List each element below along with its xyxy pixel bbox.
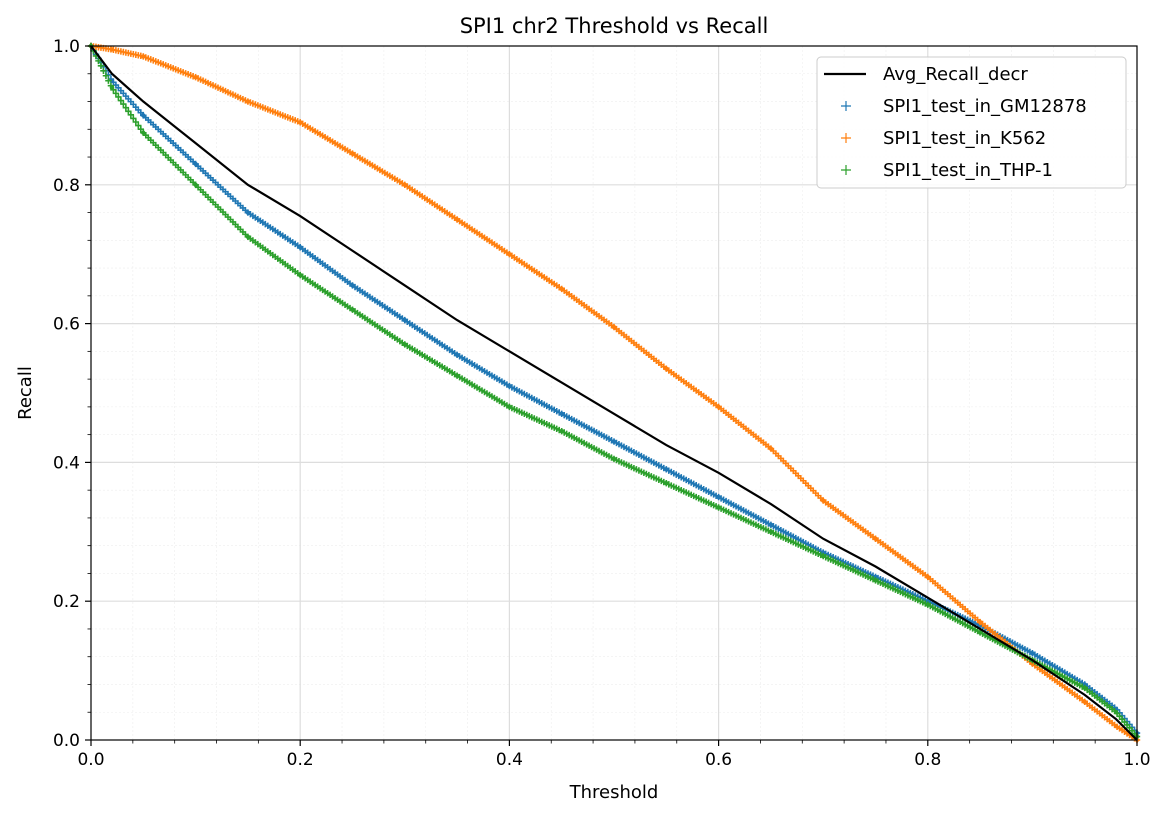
y-tick-label: 0.2 bbox=[53, 592, 80, 612]
data-point bbox=[109, 47, 115, 52]
data-point bbox=[109, 78, 115, 83]
data-point bbox=[559, 286, 564, 292]
x-tick-label: 0.2 bbox=[287, 750, 314, 770]
data-point bbox=[141, 130, 146, 135]
data-point bbox=[193, 161, 198, 167]
data-point bbox=[925, 574, 930, 580]
data-point bbox=[1082, 682, 1087, 687]
series-line bbox=[90, 45, 1138, 741]
data-point bbox=[611, 324, 617, 330]
data-point bbox=[768, 522, 774, 528]
x-tick-label: 0.4 bbox=[496, 750, 523, 770]
legend-marker-swatch bbox=[841, 165, 851, 175]
data-point bbox=[350, 151, 355, 156]
y-tick-label: 0.6 bbox=[53, 315, 80, 335]
data-point bbox=[141, 113, 146, 118]
data-point bbox=[245, 234, 251, 240]
data-point bbox=[716, 494, 721, 500]
data-point bbox=[716, 404, 721, 410]
data-point bbox=[821, 498, 826, 503]
data-point bbox=[245, 99, 251, 104]
data-point bbox=[245, 210, 251, 215]
x-tick-label: 0.6 bbox=[705, 750, 732, 770]
data-point bbox=[977, 630, 983, 635]
plot-frame bbox=[90, 45, 1138, 741]
data-point bbox=[559, 411, 564, 417]
legend-marker-swatch bbox=[841, 133, 851, 143]
data-point bbox=[193, 182, 198, 187]
data-point bbox=[873, 536, 878, 541]
data-point bbox=[454, 373, 460, 378]
data-point bbox=[1082, 685, 1087, 691]
data-point bbox=[821, 550, 826, 555]
data-point bbox=[298, 272, 303, 278]
data-point bbox=[402, 342, 407, 347]
data-point bbox=[1113, 723, 1119, 729]
data-point bbox=[664, 467, 669, 472]
data-point bbox=[821, 553, 826, 559]
data-point bbox=[559, 428, 564, 434]
legend-entry: SPI1_test_in_K562 bbox=[841, 128, 1046, 149]
legend-entry: SPI1_test_in_THP-1 bbox=[841, 160, 1053, 181]
chart-title: SPI1 chr2 Threshold vs Recall bbox=[460, 14, 769, 38]
y-axis-label: Recall bbox=[15, 366, 36, 420]
data-point bbox=[109, 85, 115, 90]
data-point bbox=[1030, 661, 1035, 666]
data-point bbox=[350, 283, 355, 288]
x-tick-label: 0.8 bbox=[914, 750, 941, 770]
legend: Avg_Recall_decr SPI1_test_in_GM12878 SPI1_… bbox=[816, 56, 1127, 189]
legend-marker-swatch bbox=[841, 101, 851, 111]
data-point bbox=[1030, 651, 1035, 656]
legend-label: SPI1_test_in_GM12878 bbox=[883, 96, 1087, 117]
data-point bbox=[507, 404, 512, 410]
y-tick-label: 1.0 bbox=[53, 37, 80, 57]
data-point bbox=[664, 366, 669, 371]
legend-label: SPI1_test_in_K562 bbox=[883, 128, 1046, 149]
x-tick-label: 0.0 bbox=[77, 750, 104, 770]
data-point bbox=[611, 439, 617, 444]
data-point bbox=[298, 120, 303, 125]
data-point bbox=[1113, 710, 1119, 715]
major-grid bbox=[91, 46, 1137, 740]
data-point bbox=[402, 182, 407, 187]
data-point bbox=[507, 252, 512, 257]
data-point bbox=[873, 578, 878, 583]
y-axis-ticks: 0.0 0.2 0.4 0.6 0.8 1.0 bbox=[53, 37, 91, 751]
legend-entry: SPI1_test_in_GM12878 bbox=[841, 96, 1087, 117]
data-point bbox=[977, 619, 983, 625]
data-point bbox=[507, 383, 512, 389]
data-point bbox=[611, 456, 617, 462]
x-axis-label: Threshold bbox=[569, 782, 659, 803]
legend-label: SPI1_test_in_THP-1 bbox=[883, 160, 1053, 181]
data-point bbox=[454, 352, 460, 358]
y-tick-label: 0.4 bbox=[53, 453, 80, 473]
y-tick-label: 0.0 bbox=[53, 731, 80, 751]
data-point bbox=[141, 54, 146, 59]
data-point bbox=[193, 75, 198, 80]
data-point bbox=[768, 446, 774, 451]
data-point bbox=[664, 481, 669, 486]
data-point bbox=[1082, 699, 1087, 705]
data-point bbox=[873, 574, 878, 580]
y-tick-label: 0.8 bbox=[53, 176, 80, 196]
series-SPI1_test_in_THP-1 bbox=[87, 42, 1141, 740]
data-point bbox=[925, 599, 930, 604]
data-point bbox=[350, 307, 355, 312]
data-point bbox=[716, 505, 721, 510]
legend-label: Avg_Recall_decr bbox=[883, 64, 1028, 85]
series-Avg_Recall_decr bbox=[90, 45, 1138, 741]
x-tick-label: 1.0 bbox=[1123, 750, 1150, 770]
data-point bbox=[454, 217, 460, 222]
data-point bbox=[298, 245, 303, 250]
legend-box bbox=[816, 56, 1127, 189]
data-point bbox=[768, 529, 774, 534]
data-point bbox=[402, 317, 407, 323]
legend-entry: Avg_Recall_decr bbox=[824, 64, 1028, 85]
data-point bbox=[925, 602, 930, 607]
x-axis-ticks: 0.0 0.2 0.4 0.6 0.8 1.0 bbox=[77, 740, 1151, 770]
